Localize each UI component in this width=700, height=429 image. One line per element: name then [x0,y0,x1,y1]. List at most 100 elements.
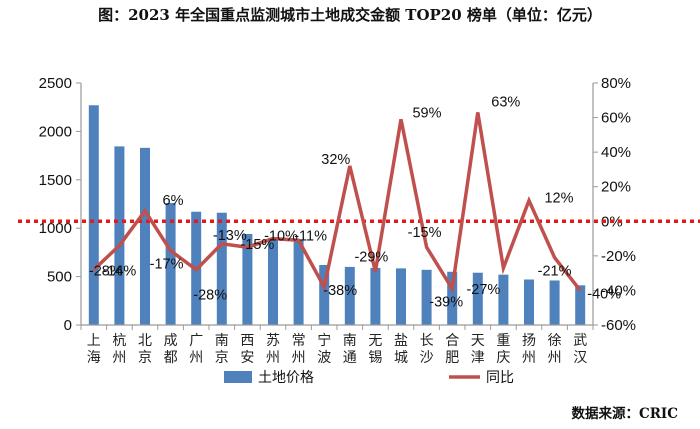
bar [524,279,534,325]
line-data-label: 32% [321,152,350,168]
category-label: 肥 [445,350,459,366]
line-data-label: -11% [294,228,327,244]
line-data-label: -21% [538,264,572,280]
bar [242,234,253,325]
bar [268,237,278,325]
category-label: 成 [164,333,178,349]
category-label: 州 [112,350,126,366]
right-axis-tick-label: 20% [601,179,631,196]
category-label: 京 [138,350,152,366]
bar [549,280,560,325]
bar [447,271,458,325]
left-axis-tick-label: 1000 [39,220,72,237]
category-label: 苏 [266,333,280,349]
bar [370,267,381,325]
category-label: 海 [87,350,101,366]
category-label: 州 [548,350,562,366]
line-data-label: -28% [193,288,227,304]
left-axis-tick-label: 2500 [39,75,72,92]
line-data-label: -15% [240,237,274,253]
left-axis-tick-label: 0 [64,317,72,334]
bar [114,146,125,325]
right-axis-tick-label: 60% [601,110,631,127]
category-label: 汉 [573,350,587,366]
line-data-label: -27% [466,282,500,298]
bar [140,147,150,325]
category-label: 州 [292,350,306,366]
chart-title: 图：2023 年全国重点监测城市土地成交金额 TOP20 榜单（单位：亿元） [98,6,602,24]
category-label: 重 [496,333,510,349]
line-data-label: -14% [102,263,136,279]
line-data-label: 6% [163,193,184,209]
category-label: 上 [87,333,101,349]
right-y-axis: -60%-40%-20%0%20%40%60%80% [592,75,636,334]
line-data-label: -10% [264,229,298,245]
right-axis-tick-label: -20% [601,248,636,265]
category-label: 徐 [548,333,562,349]
bar [165,203,176,325]
category-label: 常 [292,333,306,349]
line-data-label: -17% [150,257,184,273]
right-axis-tick-label: 40% [601,144,631,161]
legend-label-yoy: 同比 [486,370,514,386]
bar [344,266,355,325]
left-axis-tick-label: 1500 [39,172,72,189]
line-series-yoy [92,112,582,294]
bar [575,285,586,325]
right-axis-tick-label: 80% [601,75,631,92]
left-axis-tick-label: 2000 [39,123,72,140]
category-label: 西 [240,333,254,349]
right-axis-tick-label: -40% [601,282,636,299]
category-label: 南 [343,333,357,349]
left-y-axis: 0 500 1000 1500 2000 2500 [39,75,82,334]
category-label: 北 [138,333,152,349]
line-data-label: -13% [213,228,247,244]
category-label: 津 [471,350,485,366]
bar [396,268,406,325]
category-label: 城 [394,350,408,366]
line-data-label: 63% [491,94,520,110]
legend-label-land-price: 土地价格 [258,370,314,386]
category-label: 无 [368,333,382,349]
category-label: 长 [420,333,434,349]
bar [319,264,330,325]
chart-legend: 土地价格 同比 [224,370,514,386]
line-data-label: -38% [323,283,357,299]
line-data-label: -40% [587,286,621,302]
bar [472,272,483,325]
category-label: 庆 [496,350,510,366]
category-label: 南 [215,333,229,349]
category-label: 锡 [368,350,382,366]
line-data-label: -39% [429,295,463,311]
category-label: 京 [215,350,229,366]
data-source: 数据来源：CRIC [571,406,678,422]
line-data-label: -29% [354,249,388,265]
bar-series-land-price [88,105,586,325]
bar [88,105,99,325]
category-label: 州 [189,350,203,366]
category-label: 宁 [317,332,331,349]
category-label: 杭 [112,333,126,349]
category-label: 州 [522,350,536,366]
category-label: 盐 [394,333,408,349]
left-axis-tick-label: 500 [47,269,72,286]
category-label: 沙 [420,350,434,366]
line-data-label: -15% [408,225,442,241]
legend-swatch-land-price [224,371,252,383]
bar [498,274,509,325]
bar [293,239,304,325]
category-label: 合 [445,333,459,349]
line-data-label: 59% [412,105,441,121]
category-label: 扬 [522,333,536,349]
line-data-labels: -28%-14%6%-17%-28%-13%-15%-10%-11%-38%32… [89,94,621,310]
category-label: 波 [317,350,331,366]
bar [421,269,432,325]
category-label: 都 [164,350,178,366]
line-data-label: -28% [89,264,123,280]
right-axis-tick-label: -60% [601,317,636,334]
category-label: 广 [189,333,203,349]
category-label: 武 [573,333,587,349]
bar [216,212,227,325]
category-label: 天 [471,333,485,349]
